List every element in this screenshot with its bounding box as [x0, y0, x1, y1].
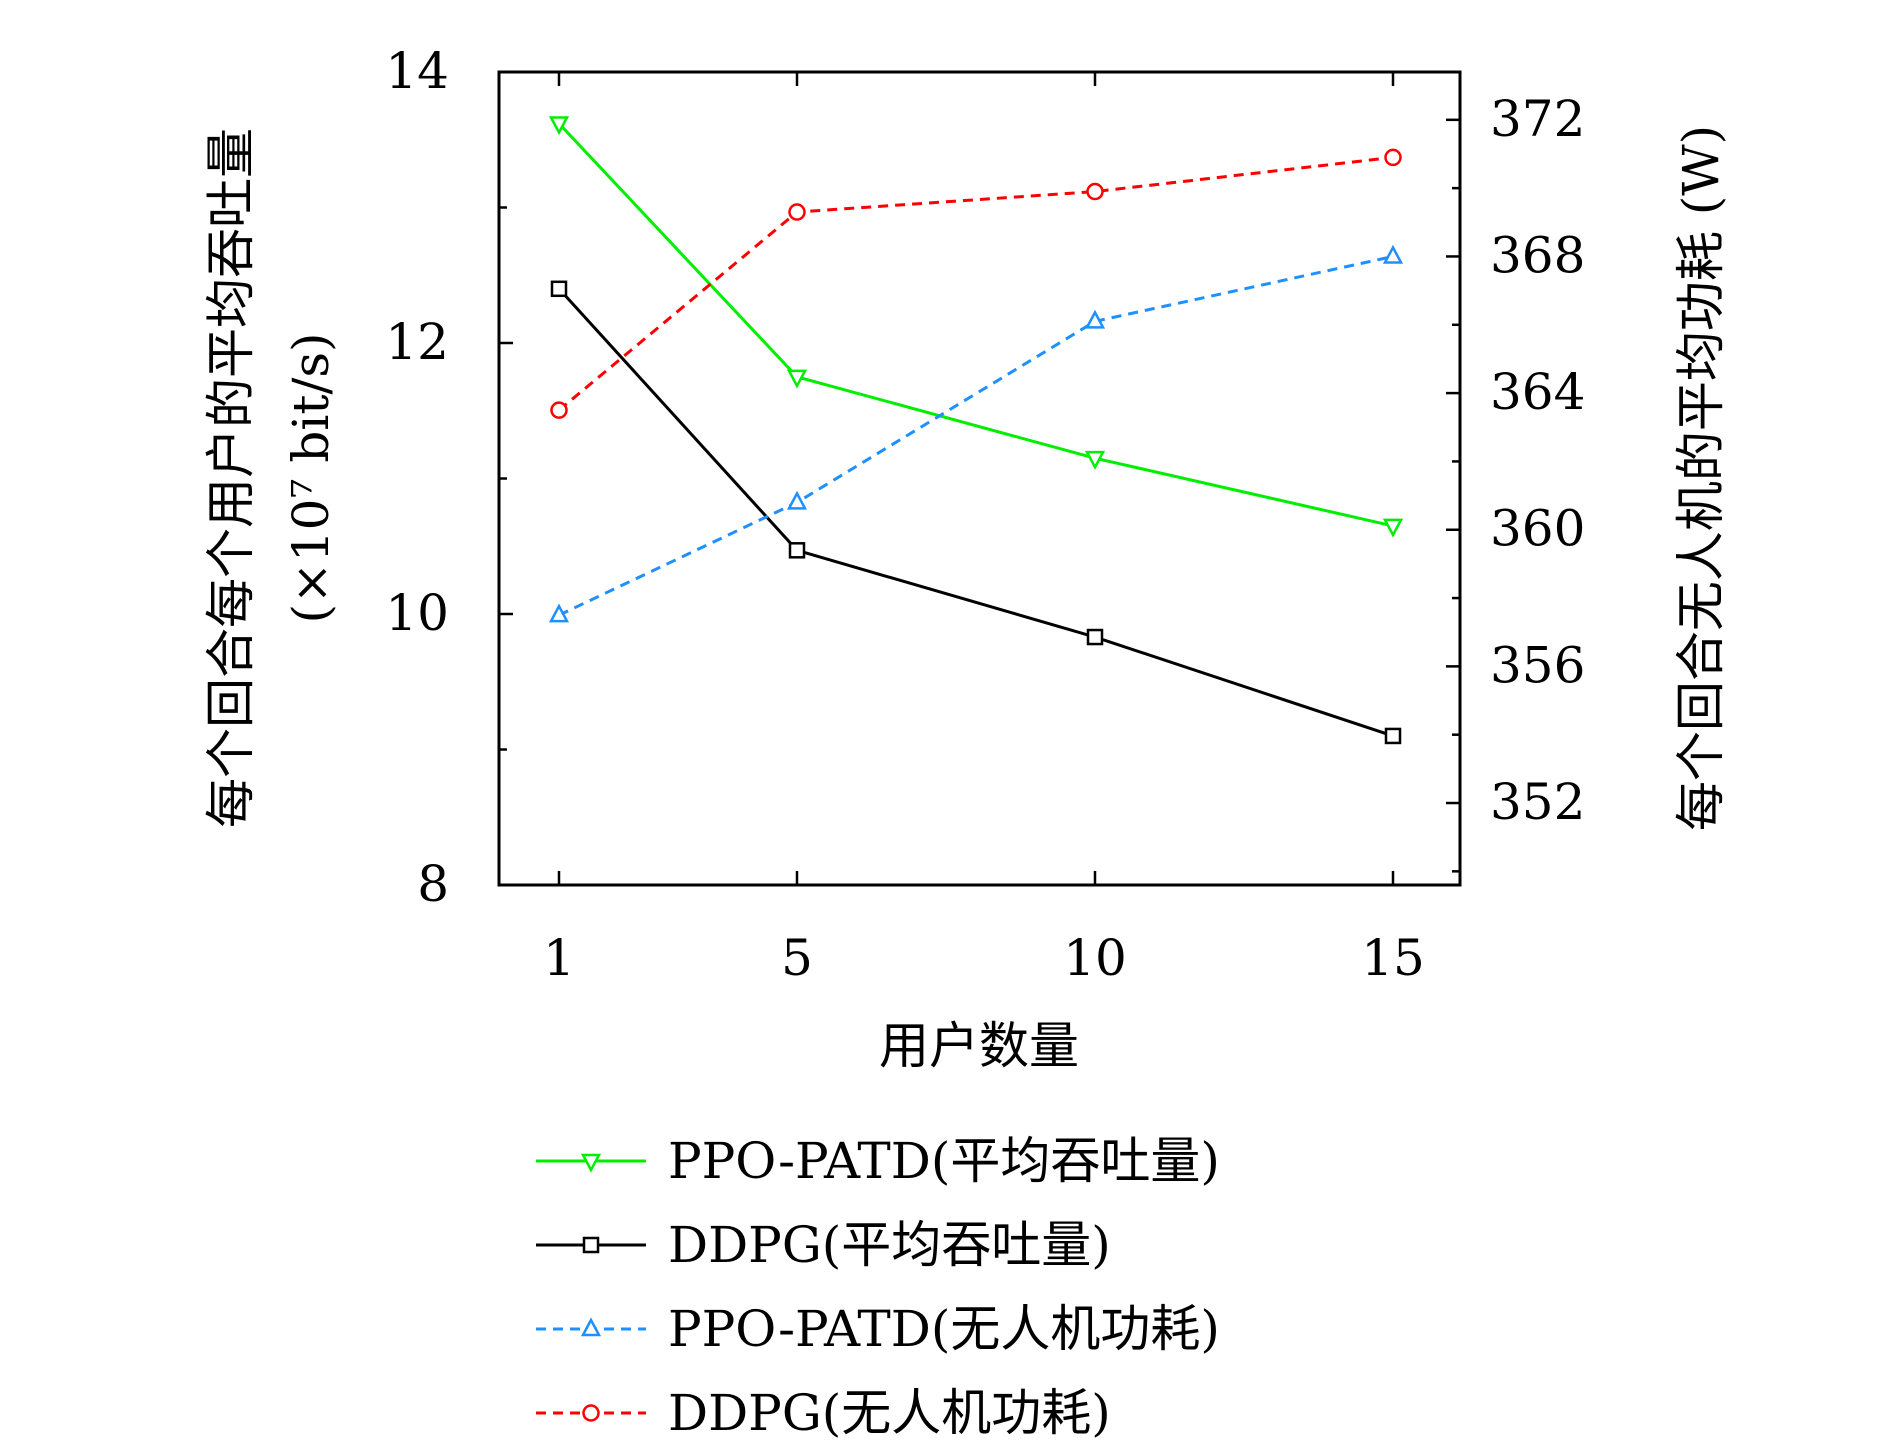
legend-marker	[580, 1317, 602, 1337]
x-axis-label: 用户数量	[879, 1017, 1079, 1075]
legend-item: PPO-PATD(无人机功耗)	[536, 1300, 1220, 1358]
legend-marker	[582, 1236, 600, 1254]
data-point	[1382, 244, 1404, 264]
legend-label: PPO-PATD(平均吞吐量)	[668, 1132, 1220, 1190]
x-tick-label: 10	[1063, 929, 1127, 987]
data-point	[548, 603, 570, 623]
series-line	[558, 254, 1394, 617]
left-tick-label: 12	[385, 313, 449, 371]
data-point	[550, 401, 568, 419]
data-point	[1382, 518, 1404, 538]
left-axis-ticks: 8 10 12 14	[385, 42, 513, 913]
x-tick-label: 5	[781, 929, 813, 987]
data-point	[1384, 148, 1402, 167]
left-axis-title: 每个回合每个用户的平均吞吐量 (×10⁷ bit/s)	[202, 128, 340, 828]
data-point	[1384, 727, 1402, 745]
data-point	[1084, 309, 1106, 329]
series-line	[557, 122, 1394, 528]
data-point	[788, 203, 806, 221]
right-axis-label: 每个回合无人机的平均功耗 (W)	[1672, 125, 1730, 831]
right-tick-label: 356	[1490, 636, 1585, 694]
right-axis-ticks: 352 356 360 364 368 372	[1446, 90, 1585, 873]
data-point	[788, 542, 806, 559]
data-point	[786, 490, 808, 510]
series-2	[550, 280, 1402, 745]
series-line	[558, 155, 1394, 412]
legend-item: DDPG(无人机功耗)	[536, 1384, 1111, 1442]
legend-label: DDPG(平均吞吐量)	[668, 1216, 1111, 1274]
left-tick-label: 10	[385, 584, 449, 642]
legend-marker	[582, 1404, 600, 1422]
legend: PPO-PATD(平均吞吐量) DDPG(平均吞吐量) PPO-PATD(无人机功耗…	[536, 1132, 1220, 1442]
data-point	[786, 369, 808, 389]
left-axis-label: 每个回合每个用户的平均吞吐量	[202, 128, 260, 828]
x-tick-label: 1	[543, 929, 575, 987]
legend-marker	[580, 1153, 602, 1173]
right-tick-label: 372	[1490, 90, 1585, 148]
series-line	[557, 287, 1394, 738]
right-tick-label: 364	[1490, 363, 1585, 421]
series-1	[548, 116, 1404, 538]
legend-label: PPO-PATD(无人机功耗)	[668, 1300, 1220, 1358]
series-3	[548, 244, 1404, 623]
right-tick-label: 352	[1490, 773, 1585, 831]
data-point	[1086, 182, 1104, 201]
legend-item: DDPG(平均吞吐量)	[536, 1216, 1111, 1274]
x-tick-label: 15	[1361, 929, 1425, 987]
data-point	[550, 280, 568, 298]
data-point	[1086, 628, 1104, 646]
left-tick-label: 14	[385, 42, 449, 100]
legend-item: PPO-PATD(平均吞吐量)	[536, 1132, 1220, 1190]
left-axis-unit: (×10⁷ bit/s)	[282, 332, 340, 623]
x-axis-ticks: 1 5 10 15	[543, 72, 1425, 987]
right-tick-label: 368	[1490, 226, 1585, 284]
series-4	[550, 148, 1402, 419]
right-tick-label: 360	[1490, 500, 1585, 558]
plot-frame	[497, 70, 1462, 887]
left-tick-label: 8	[417, 855, 449, 913]
series-layer	[548, 116, 1404, 745]
data-point	[548, 116, 570, 136]
legend-label: DDPG(无人机功耗)	[668, 1384, 1111, 1442]
data-point	[1084, 450, 1106, 470]
